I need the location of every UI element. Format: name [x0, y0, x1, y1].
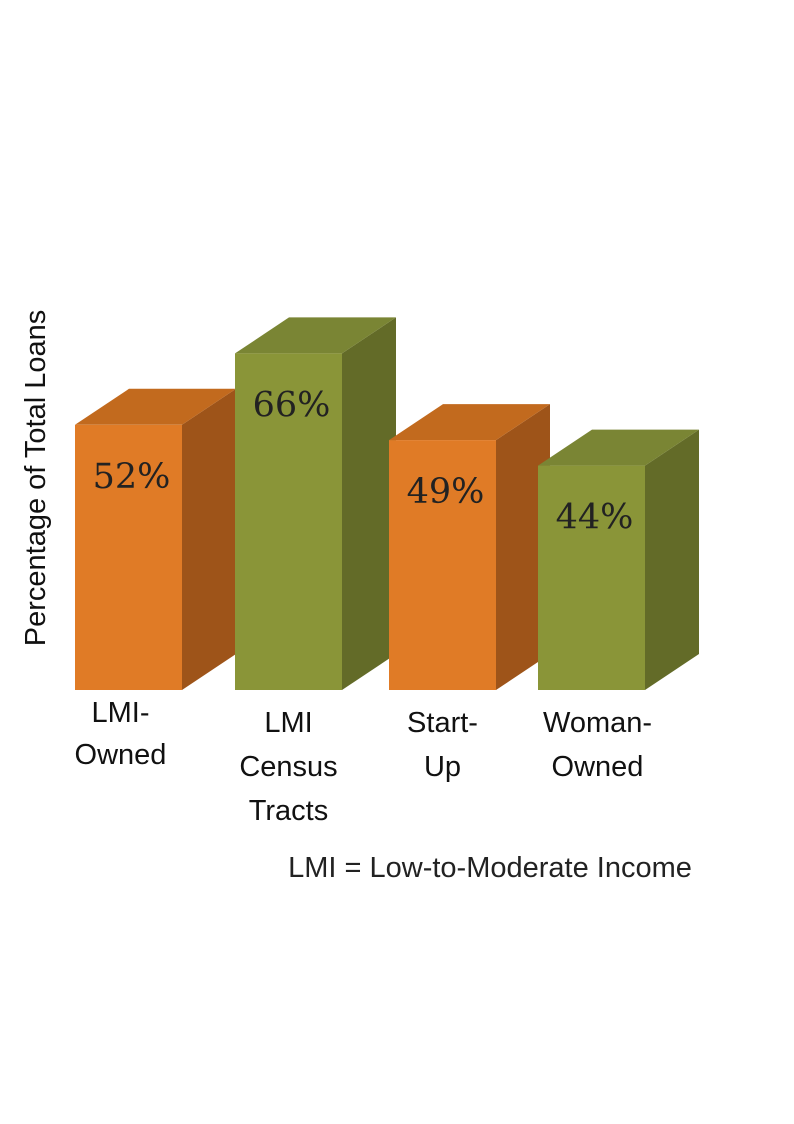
bar-group: 52%: [75, 388, 236, 690]
bar-top: [538, 429, 699, 466]
category-label: LMI-Owned: [75, 697, 167, 771]
bar-group: 44%: [538, 429, 699, 690]
category-labels: LMI-Owned LMI Census Tracts Start-Up Woman-Ow…: [75, 697, 652, 827]
data-label: 49%: [407, 472, 485, 512]
bar-side: [182, 388, 236, 690]
bar-top: [235, 317, 396, 354]
category-label: LMI Census Tracts: [239, 707, 337, 827]
bar: [235, 353, 342, 690]
bar-top: [389, 404, 550, 441]
data-label: 66%: [253, 385, 331, 425]
bar-group: 66%: [235, 317, 396, 690]
bar: [75, 424, 182, 690]
bar-top: [75, 388, 236, 425]
data-label: 52%: [93, 457, 171, 497]
y-axis-label: Percentage of Total Loans: [20, 310, 52, 646]
footnote: LMI = Low-to-Moderate Income: [288, 852, 692, 884]
data-label: 44%: [556, 498, 634, 538]
category-label: Woman-Owned: [543, 707, 652, 783]
bar: [538, 465, 645, 690]
bar-side: [645, 429, 699, 690]
bar-side: [496, 404, 550, 690]
bar-group: 49%: [389, 404, 550, 690]
bars-layer: 52% 66% 49% 44%: [75, 317, 699, 690]
bar-side: [342, 317, 396, 690]
bar: [389, 440, 496, 690]
category-label: Start-Up: [407, 707, 478, 783]
